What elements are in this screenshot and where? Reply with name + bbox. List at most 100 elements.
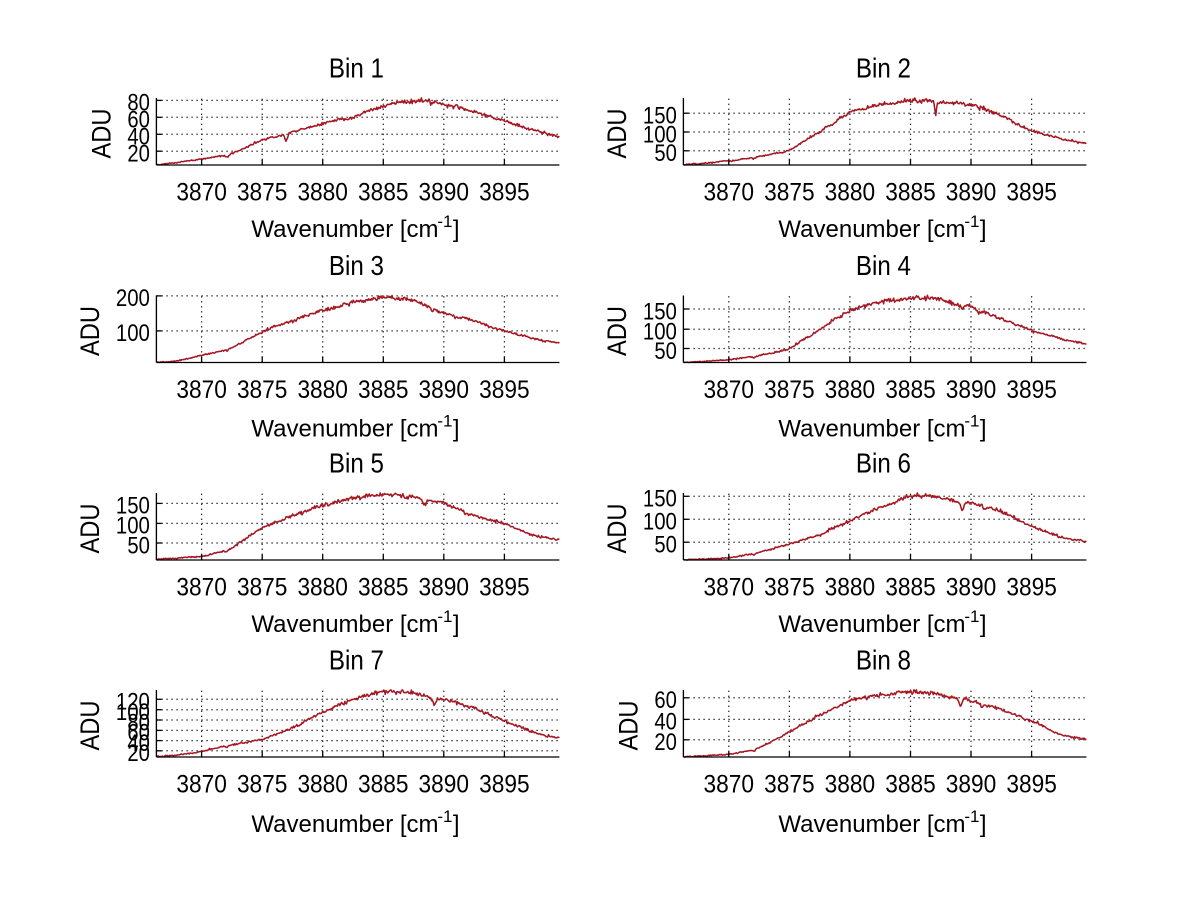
svg-text:3885: 3885 <box>885 376 936 404</box>
svg-text:20: 20 <box>127 141 150 168</box>
svg-text:3880: 3880 <box>825 376 876 404</box>
svg-text:ADU: ADU <box>602 109 632 159</box>
svg-text:3870: 3870 <box>176 770 227 798</box>
svg-text:3885: 3885 <box>358 770 409 798</box>
svg-text:Wavenumber [cm: Wavenumber [cm <box>251 416 438 443</box>
svg-text:]: ] <box>980 216 987 243</box>
svg-text:Wavenumber [cm: Wavenumber [cm <box>251 811 438 838</box>
svg-text:]: ] <box>453 611 460 638</box>
svg-text:3875: 3875 <box>237 178 288 206</box>
svg-text:150: 150 <box>643 486 677 513</box>
svg-text:3880: 3880 <box>825 770 876 798</box>
svg-text:-1: -1 <box>964 607 979 626</box>
svg-text:100: 100 <box>643 121 677 148</box>
svg-text:ADU: ADU <box>75 504 105 554</box>
svg-text:Bin 2: Bin 2 <box>856 53 911 84</box>
svg-text:Bin 5: Bin 5 <box>329 448 384 479</box>
svg-text:100: 100 <box>116 513 150 540</box>
svg-text:Wavenumber [cm: Wavenumber [cm <box>778 216 965 243</box>
svg-text:3875: 3875 <box>237 376 288 404</box>
svg-text:50: 50 <box>654 532 677 559</box>
svg-text:40: 40 <box>654 709 677 736</box>
svg-text:3885: 3885 <box>885 770 936 798</box>
svg-text:3895: 3895 <box>1006 770 1057 798</box>
svg-text:3885: 3885 <box>885 178 936 206</box>
svg-text:ADU: ADU <box>75 701 105 751</box>
svg-text:3895: 3895 <box>1006 573 1057 601</box>
svg-text:]: ] <box>453 216 460 243</box>
svg-text:100: 100 <box>643 509 677 536</box>
svg-text:60: 60 <box>654 687 677 714</box>
svg-text:Bin 6: Bin 6 <box>856 448 911 479</box>
svg-text:50: 50 <box>654 140 677 167</box>
svg-text:3870: 3870 <box>176 178 227 206</box>
svg-text:3885: 3885 <box>358 573 409 601</box>
svg-text:3875: 3875 <box>237 573 288 601</box>
svg-text:150: 150 <box>643 298 677 325</box>
svg-text:Wavenumber [cm: Wavenumber [cm <box>251 216 438 243</box>
svg-text:3885: 3885 <box>358 178 409 206</box>
svg-text:3895: 3895 <box>479 573 530 601</box>
svg-text:3890: 3890 <box>419 770 470 798</box>
svg-text:Bin 8: Bin 8 <box>856 645 911 676</box>
svg-text:Wavenumber [cm: Wavenumber [cm <box>251 611 438 638</box>
svg-text:150: 150 <box>643 103 677 130</box>
svg-text:120: 120 <box>116 689 150 716</box>
svg-text:3870: 3870 <box>704 376 755 404</box>
svg-text:3890: 3890 <box>946 770 997 798</box>
svg-text:3875: 3875 <box>764 573 815 601</box>
svg-text:3875: 3875 <box>764 770 815 798</box>
svg-text:200: 200 <box>116 285 150 312</box>
svg-text:80: 80 <box>127 90 150 117</box>
svg-text:]: ] <box>980 611 987 638</box>
svg-text:Bin 3: Bin 3 <box>329 250 384 281</box>
svg-text:-1: -1 <box>437 807 452 826</box>
svg-text:-1: -1 <box>437 412 452 431</box>
svg-text:3870: 3870 <box>704 770 755 798</box>
svg-text:3890: 3890 <box>419 376 470 404</box>
svg-text:3895: 3895 <box>479 178 530 206</box>
svg-text:100: 100 <box>643 319 677 346</box>
svg-text:3895: 3895 <box>1006 178 1057 206</box>
svg-text:Wavenumber [cm: Wavenumber [cm <box>778 811 965 838</box>
svg-text:]: ] <box>980 811 987 838</box>
svg-text:3885: 3885 <box>885 573 936 601</box>
svg-text:80: 80 <box>127 709 150 736</box>
svg-text:40: 40 <box>127 730 150 757</box>
svg-text:3890: 3890 <box>419 573 470 601</box>
svg-text:-1: -1 <box>964 212 979 231</box>
svg-text:]: ] <box>980 416 987 443</box>
svg-text:-1: -1 <box>437 607 452 626</box>
svg-text:50: 50 <box>127 532 150 559</box>
svg-text:ADU: ADU <box>602 306 632 356</box>
svg-text:3890: 3890 <box>419 178 470 206</box>
svg-text:3870: 3870 <box>704 573 755 601</box>
svg-text:3870: 3870 <box>176 376 227 404</box>
svg-text:-1: -1 <box>437 212 452 231</box>
svg-text:3885: 3885 <box>358 376 409 404</box>
svg-text:ADU: ADU <box>613 701 643 751</box>
svg-text:3870: 3870 <box>704 178 755 206</box>
svg-text:3880: 3880 <box>297 178 348 206</box>
svg-text:3890: 3890 <box>946 376 997 404</box>
svg-text:ADU: ADU <box>75 306 105 356</box>
svg-text:20: 20 <box>127 740 150 767</box>
svg-text:3895: 3895 <box>479 770 530 798</box>
svg-text:Bin 1: Bin 1 <box>329 53 384 84</box>
svg-text:3880: 3880 <box>825 178 876 206</box>
svg-text:60: 60 <box>127 107 150 134</box>
svg-text:3890: 3890 <box>946 573 997 601</box>
svg-text:3880: 3880 <box>297 376 348 404</box>
svg-text:3880: 3880 <box>825 573 876 601</box>
svg-text:-1: -1 <box>964 807 979 826</box>
svg-text:3895: 3895 <box>1006 376 1057 404</box>
svg-text:Bin 4: Bin 4 <box>856 250 911 281</box>
svg-text:]: ] <box>453 811 460 838</box>
svg-text:]: ] <box>453 416 460 443</box>
svg-text:3870: 3870 <box>176 573 227 601</box>
svg-text:3875: 3875 <box>764 178 815 206</box>
svg-text:50: 50 <box>654 338 677 365</box>
svg-text:3875: 3875 <box>764 376 815 404</box>
svg-text:100: 100 <box>116 699 150 726</box>
svg-text:20: 20 <box>654 729 677 756</box>
